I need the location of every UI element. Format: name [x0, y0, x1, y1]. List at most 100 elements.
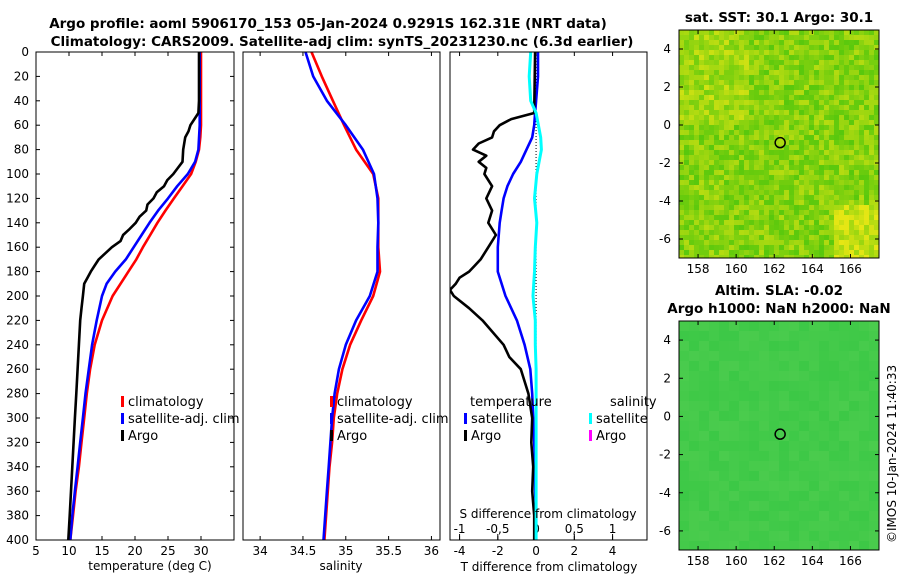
sst-map-cell [689, 145, 695, 151]
sst-map-cell [724, 235, 730, 241]
sst-map-cell [679, 115, 685, 121]
sla-map-cell [869, 541, 879, 550]
sla-map-cell [719, 341, 730, 352]
sst-map-cell [734, 55, 740, 61]
sst-map-cell [874, 50, 879, 56]
sst-map-cell [764, 155, 770, 161]
sst-map-cell [729, 130, 735, 136]
sst-map-cell [814, 100, 820, 106]
sst-map-cell [849, 70, 855, 76]
sst-map-cell [834, 95, 840, 101]
sst-map-cell [874, 240, 879, 246]
sst-map-cell [754, 165, 760, 171]
sst-map-cell [784, 60, 790, 66]
sst-map-cell [744, 45, 750, 51]
sla-map-cell [859, 531, 870, 542]
sla-map-cell [749, 381, 760, 392]
sst-map-cell [849, 235, 855, 241]
sst-map-cell [829, 225, 835, 231]
sst-map-cell [839, 30, 845, 36]
sla-map-cell [679, 391, 690, 402]
sst-map-cell [739, 130, 745, 136]
sla-map-cell [749, 331, 760, 342]
sst-map-cell [824, 50, 830, 56]
sst-map-cell [839, 230, 845, 236]
sst-map-cell [724, 75, 730, 81]
sla-map-cell [739, 541, 750, 550]
sla-map-cell [709, 461, 720, 472]
sst-map-cell [719, 125, 725, 131]
sst-map-cell [834, 85, 840, 91]
sst-map-cell [869, 115, 875, 121]
sst-map-cell [779, 215, 785, 221]
sst-map-cell [729, 155, 735, 161]
sst-map-cell [789, 35, 795, 41]
sst-map-cell [854, 255, 860, 258]
sla-map-cell [769, 431, 780, 442]
sla-map-cell [679, 541, 690, 550]
sst-map-cell [764, 255, 770, 258]
sst-map-cell [679, 255, 685, 258]
sla-map-cell [869, 521, 879, 532]
sst-map-cell [734, 145, 740, 151]
sst-map-cell [684, 75, 690, 81]
sst-map-cell [809, 110, 815, 116]
sst-map-cell [744, 185, 750, 191]
sst-map-cell [824, 245, 830, 251]
sla-map-cell [679, 431, 690, 442]
sst-map-cell [734, 225, 740, 231]
sst-map-cell [819, 200, 825, 206]
sla-map-cell [729, 441, 740, 452]
sst-map-cell [689, 195, 695, 201]
sst-map-ytick-label: 0 [663, 118, 671, 132]
sst-map-cell [804, 230, 810, 236]
sst-map-cell [724, 240, 730, 246]
sst-map-cell [744, 145, 750, 151]
sst-map-cell [874, 125, 879, 131]
sst-map-cell [804, 215, 810, 221]
sst-map-cell [744, 50, 750, 56]
sst-map-cell [799, 30, 805, 36]
sst-map-cell [689, 85, 695, 91]
sst-map-cell [814, 45, 820, 51]
sst-map-cell [759, 90, 765, 96]
sst-map-cell [694, 165, 700, 171]
sst-map-cell [729, 95, 735, 101]
sst-map-cell [724, 110, 730, 116]
sst-map-cell [684, 140, 690, 146]
sst-map-cell [749, 115, 755, 121]
sst-map-cell [694, 125, 700, 131]
sst-map-cell [779, 255, 785, 258]
sst-map-cell [864, 165, 870, 171]
sst-map-cell [804, 95, 810, 101]
sst-map-cell [739, 70, 745, 76]
sst-map-cell [694, 170, 700, 176]
sst-map-cell [704, 125, 710, 131]
sst-map-cell [684, 135, 690, 141]
sst-map-cell [794, 235, 800, 241]
sst-map-cell [689, 30, 695, 36]
sla-map-cell [769, 401, 780, 412]
sst-map-cell [749, 190, 755, 196]
sst-map-cell [734, 255, 740, 258]
sst-map-cell [764, 215, 770, 221]
sla-map-cell [869, 411, 879, 422]
sst-map-cell [729, 240, 735, 246]
sst-map-cell [679, 85, 685, 91]
sst-map-cell [849, 150, 855, 156]
sst-map-cell [754, 225, 760, 231]
sla-map-cell [809, 511, 820, 522]
sst-map-cell [849, 75, 855, 81]
sst-map-cell [779, 230, 785, 236]
sla-map-cell [829, 441, 840, 452]
sst-map-cell [819, 65, 825, 71]
sst-map-cell [744, 250, 750, 256]
sst-map-cell [804, 85, 810, 91]
sla-map-cell [739, 341, 750, 352]
sst-map-cell [754, 220, 760, 226]
sst-map-cell [799, 160, 805, 166]
sst-map-cell [719, 45, 725, 51]
sst-map-cell [799, 165, 805, 171]
sst-map-cell [754, 70, 760, 76]
sst-map-cell [734, 165, 740, 171]
